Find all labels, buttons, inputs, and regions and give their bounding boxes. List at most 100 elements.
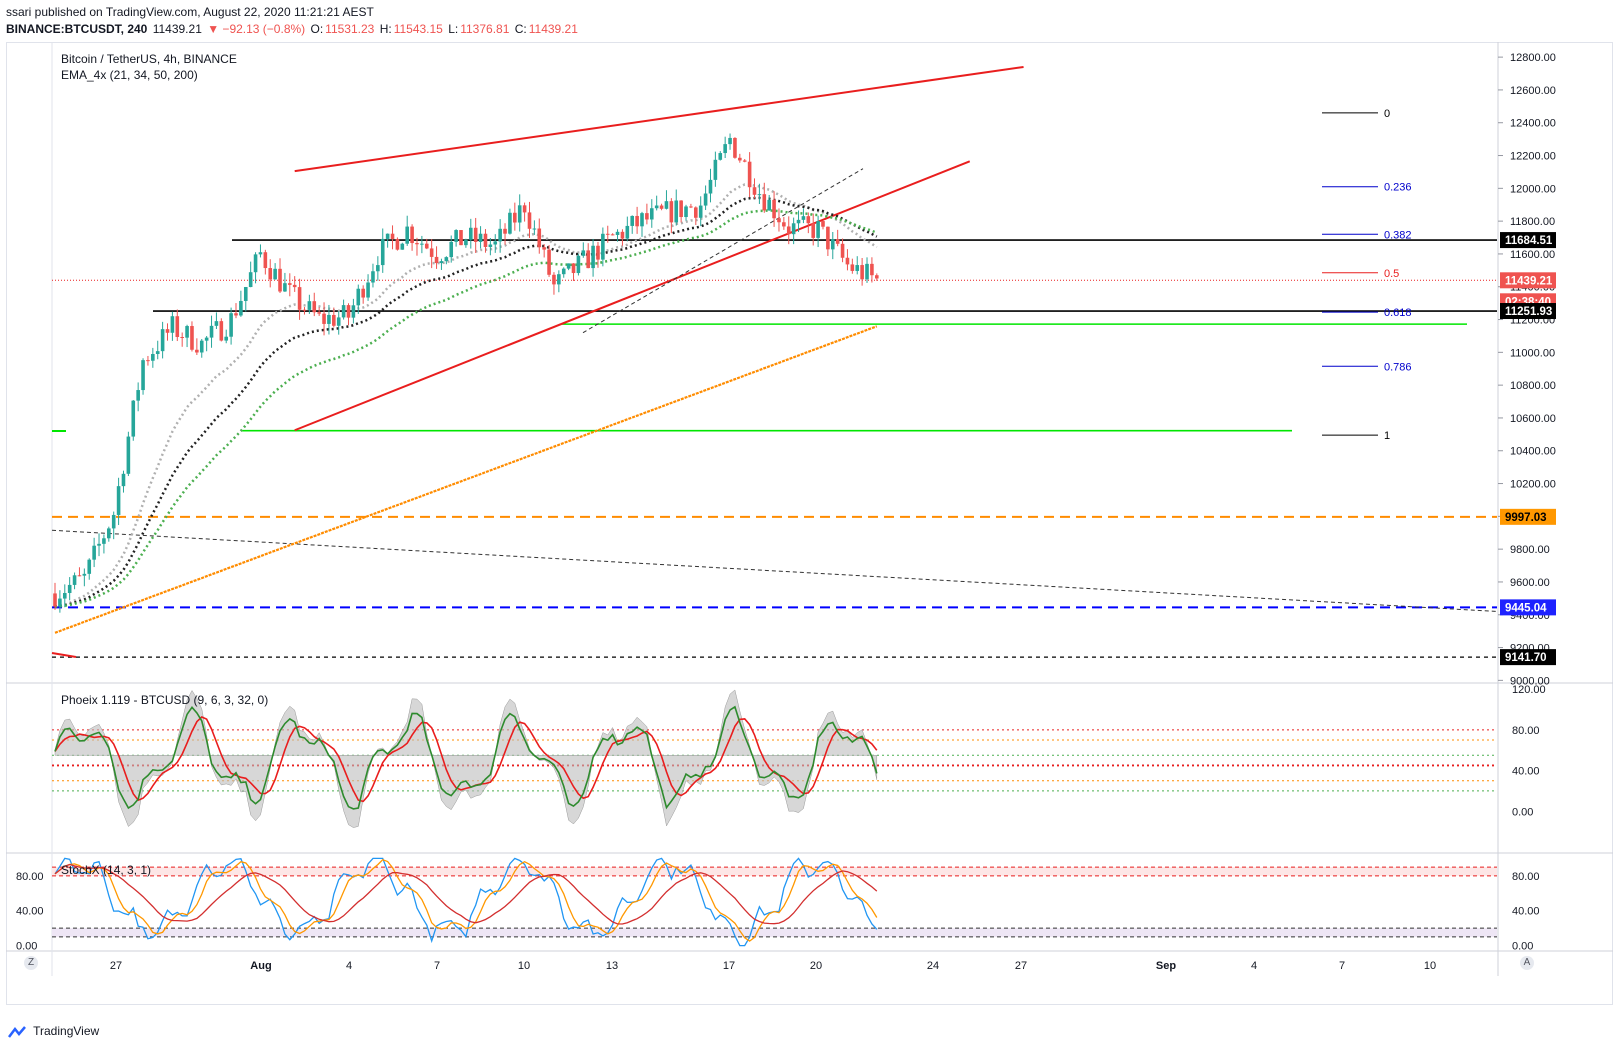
zoom-corner-button[interactable]: Z bbox=[24, 956, 38, 970]
phoeix-tick-label: 80.00 bbox=[1512, 725, 1540, 737]
candle-body bbox=[513, 212, 517, 223]
candle-body bbox=[111, 514, 116, 529]
symbol-quote-line: BINANCE:BTCUSDT, 240 11439.21 ▼ −92.13 (… bbox=[6, 22, 580, 36]
candle-body bbox=[835, 239, 840, 244]
price-tick-label: 11600.00 bbox=[1510, 249, 1555, 261]
fib-level-label: 0.236 bbox=[1384, 182, 1412, 194]
price-badge-label: 9141.70 bbox=[1505, 652, 1547, 664]
candle-body bbox=[845, 257, 850, 265]
price-axis[interactable]: 12800.00 12600.00 12400.00 12200.00 12000.00… bbox=[1498, 52, 1556, 687]
candle-body bbox=[415, 243, 419, 245]
candle-body bbox=[816, 221, 820, 238]
candle-body bbox=[557, 274, 561, 285]
candle-body bbox=[547, 249, 551, 275]
fib-level-label: 1 bbox=[1384, 430, 1390, 442]
candle-body bbox=[478, 233, 483, 242]
time-tick-label: 4 bbox=[346, 960, 352, 972]
candle-body bbox=[336, 317, 341, 326]
candle-body bbox=[855, 265, 860, 271]
candle-body bbox=[659, 205, 664, 209]
candle-body bbox=[395, 238, 400, 250]
candle-body bbox=[151, 353, 155, 361]
candle-body bbox=[782, 222, 786, 227]
candle-body bbox=[762, 194, 767, 211]
price-badges: 11684.5111439.2102:38:4011251.939997.039… bbox=[1500, 232, 1556, 666]
candle-body bbox=[459, 230, 463, 246]
price-badge-label: 11439.21 bbox=[1505, 275, 1553, 287]
stoch-oversold-band bbox=[52, 928, 1497, 937]
candle-body bbox=[576, 255, 581, 274]
ema-200-line bbox=[54, 325, 878, 634]
long-trendline bbox=[51, 529, 1498, 612]
candle-body bbox=[473, 227, 478, 242]
candle-body bbox=[601, 233, 605, 260]
price-tick-label: 10600.00 bbox=[1510, 413, 1556, 425]
candle-body bbox=[468, 227, 473, 240]
fib-level-label: 0.382 bbox=[1384, 229, 1412, 241]
candle-body bbox=[385, 233, 390, 239]
candle-body bbox=[757, 194, 762, 196]
candle-body bbox=[239, 300, 243, 316]
ema-34-line bbox=[54, 196, 878, 608]
candle-body bbox=[669, 201, 674, 223]
candle-body bbox=[190, 326, 194, 350]
candle-body bbox=[170, 316, 175, 333]
candle-body bbox=[571, 263, 576, 274]
candle-body bbox=[102, 538, 106, 544]
time-tick-label: 27 bbox=[1015, 960, 1027, 972]
candle-body bbox=[131, 400, 136, 437]
auto-scale-button[interactable]: A bbox=[1520, 956, 1534, 970]
open-value: 11531.23 bbox=[325, 22, 375, 36]
candle-body bbox=[645, 213, 649, 220]
candle-body bbox=[420, 243, 424, 245]
publish-info: ssari published on TradingView.com, Augu… bbox=[6, 5, 374, 19]
time-tick-label: 7 bbox=[1339, 960, 1345, 972]
main-legend-indicator: EMA_4x (21, 34, 50, 200) bbox=[61, 68, 198, 82]
candle-body bbox=[141, 360, 145, 391]
price-tick-label: 12600.00 bbox=[1510, 85, 1556, 97]
symbol-name[interactable]: BINANCE:BTCUSDT, 240 bbox=[6, 22, 148, 36]
candle-body bbox=[640, 213, 644, 227]
candle-body bbox=[58, 598, 62, 607]
candle-body bbox=[258, 252, 263, 255]
candle-body bbox=[615, 231, 620, 235]
candle-body bbox=[508, 212, 512, 234]
main-legend-title: Bitcoin / TetherUS, 4h, BINANCE bbox=[61, 52, 237, 66]
candle-body bbox=[366, 282, 370, 298]
candle-body bbox=[380, 238, 385, 266]
price-tick-label: 11000.00 bbox=[1510, 347, 1555, 359]
price-badge-bg bbox=[1500, 303, 1556, 320]
candle-body bbox=[517, 205, 522, 223]
candle-body bbox=[811, 223, 816, 238]
candle-body bbox=[654, 205, 659, 209]
candle-body bbox=[297, 287, 302, 310]
time-axis[interactable]: 27 Aug 4 7 10 13 17 20 24 27 Sep 4 7 10 bbox=[110, 960, 1436, 972]
fib-level-label: 0 bbox=[1384, 108, 1390, 120]
candle-body bbox=[72, 575, 77, 585]
high-value: 11543.15 bbox=[393, 22, 443, 36]
price-badge-label: 11251.93 bbox=[1505, 306, 1552, 318]
candle-body bbox=[126, 436, 131, 474]
price-tick-label: 12000.00 bbox=[1510, 183, 1556, 195]
candle-body bbox=[107, 528, 111, 539]
candle-body bbox=[204, 337, 209, 341]
candle-body bbox=[263, 252, 268, 269]
time-tick-label: 10 bbox=[1424, 960, 1436, 972]
phoeix-signal-line bbox=[54, 716, 878, 803]
candle-body bbox=[865, 263, 869, 280]
price-tick-label: 9600.00 bbox=[1510, 577, 1550, 589]
candle-body bbox=[733, 137, 737, 158]
candle-body bbox=[718, 153, 723, 160]
price-change: ▼ −92.13 (−0.8%) bbox=[207, 22, 306, 36]
candle-body bbox=[493, 241, 498, 245]
candle-body bbox=[67, 584, 72, 593]
candle-body bbox=[332, 314, 336, 326]
candle-body bbox=[288, 283, 292, 285]
low-value: 11376.81 bbox=[460, 22, 510, 36]
wedge-upper-line bbox=[294, 65, 1024, 173]
candle-body bbox=[155, 351, 160, 354]
candle-body bbox=[723, 144, 727, 154]
stoch-k-line bbox=[54, 857, 878, 947]
candle-body bbox=[195, 349, 199, 353]
